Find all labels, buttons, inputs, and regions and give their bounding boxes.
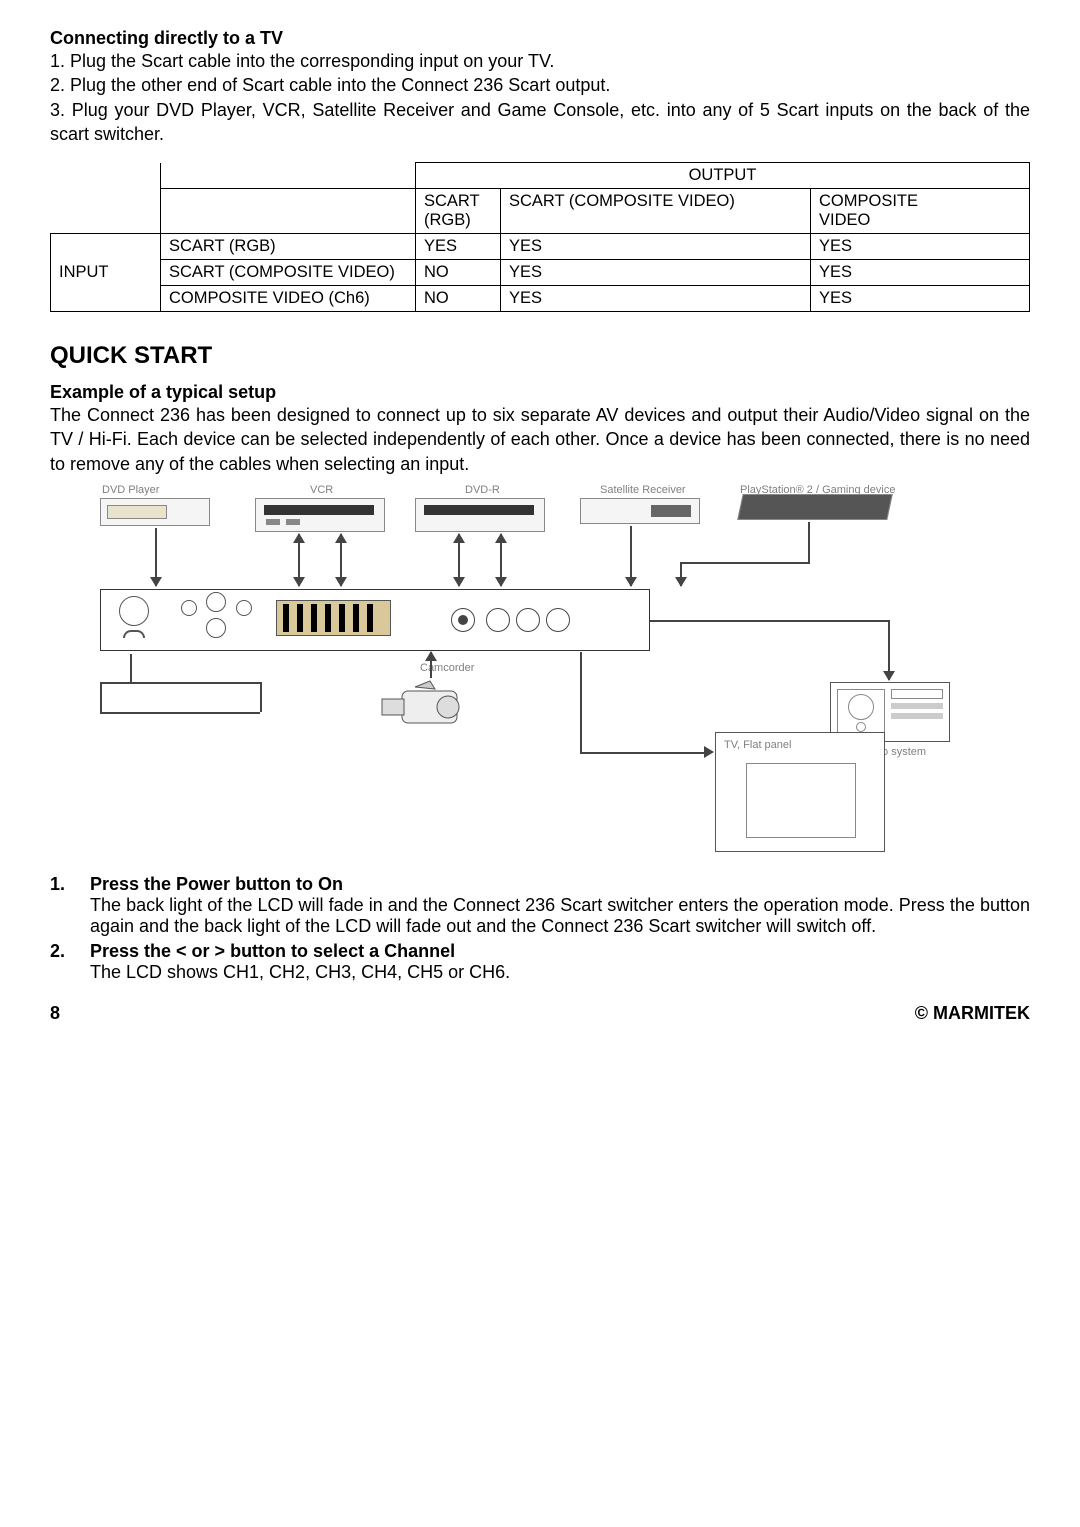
device-sat xyxy=(580,498,700,524)
arrow-dvdr-1 xyxy=(458,534,460,586)
quick-start-title: QUICK START xyxy=(50,342,1030,370)
row1-c2: YES xyxy=(501,260,811,286)
label-sat: Satellite Receiver xyxy=(600,484,686,496)
step-2-body: The LCD shows CH1, CH2, CH3, CH4, CH5 or… xyxy=(90,962,1030,983)
arrow-dvdr-2 xyxy=(500,534,502,586)
step-2-num: 2. xyxy=(50,941,65,962)
page-footer: 8 © MARMITEK xyxy=(50,1003,1030,1024)
label-tv: TV, Flat panel xyxy=(724,739,791,751)
device-dvdr xyxy=(415,498,545,532)
label-camcorder: Camcorder xyxy=(420,662,474,674)
copyright: © MARMITEK xyxy=(915,1003,1030,1024)
example-heading: Example of a typical setup xyxy=(50,382,1030,403)
device-ps2 xyxy=(737,494,893,520)
row1-c1: NO xyxy=(416,260,501,286)
connecting-step-1: 1. Plug the Scart cable into the corresp… xyxy=(50,49,1030,73)
io-compatibility-table: OUTPUT SCART (RGB) SCART (COMPOSITE VIDE… xyxy=(50,162,1030,312)
arrow-vcr-2 xyxy=(340,534,342,586)
wire-right xyxy=(650,620,890,622)
device-dvd xyxy=(100,498,210,526)
device-camcorder xyxy=(380,679,470,734)
col-scart-composite: SCART (COMPOSITE VIDEO) xyxy=(501,189,811,234)
row2-c2: YES xyxy=(501,286,811,312)
output-header: OUTPUT xyxy=(416,163,1030,189)
quick-start-steps: 1. Press the Power button to On The back… xyxy=(50,874,1030,983)
col-composite-bot: VIDEO xyxy=(819,211,1021,230)
arrow-ps2-d xyxy=(680,562,682,586)
col-composite-video: COMPOSITE VIDEO xyxy=(811,189,1030,234)
row2-c3: YES xyxy=(811,286,1030,312)
row1-label: SCART (COMPOSITE VIDEO) xyxy=(161,260,416,286)
row0-c2: YES xyxy=(501,234,811,260)
step-1-body: The back light of the LCD will fade in a… xyxy=(90,895,1030,937)
switcher-device xyxy=(100,589,650,651)
example-body: The Connect 236 has been designed to con… xyxy=(50,403,1030,476)
step-1-title: Press the Power button to On xyxy=(90,874,343,894)
input-header: INPUT xyxy=(51,234,161,312)
label-dvdr: DVD-R xyxy=(465,484,500,496)
arrow-ps2-v xyxy=(808,522,810,562)
connecting-title: Connecting directly to a TV xyxy=(50,28,1030,49)
step-2: 2. Press the < or > button to select a C… xyxy=(50,941,1030,983)
label-vcr: VCR xyxy=(310,484,333,496)
step-1-num: 1. xyxy=(50,874,65,895)
device-tv: TV, Flat panel xyxy=(715,732,885,852)
device-vcr xyxy=(255,498,385,532)
row1-c3: YES xyxy=(811,260,1030,286)
row0-label: SCART (RGB) xyxy=(161,234,416,260)
connecting-step-2: 2. Plug the other end of Scart cable int… xyxy=(50,73,1030,97)
label-dvd: DVD Player xyxy=(102,484,159,496)
step-1: 1. Press the Power button to On The back… xyxy=(50,874,1030,937)
arrow-sat xyxy=(630,526,632,586)
col-composite-top: COMPOSITE xyxy=(819,192,1021,211)
row0-c1: YES xyxy=(416,234,501,260)
arrow-ps2-h xyxy=(680,562,810,564)
arrow-dvd xyxy=(155,528,157,586)
col-scart-rgb-top: SCART xyxy=(424,192,492,211)
connecting-step-3: 3. Plug your DVD Player, VCR, Satellite … xyxy=(50,98,1030,147)
page-number: 8 xyxy=(50,1003,60,1024)
arrow-vcr-1 xyxy=(298,534,300,586)
setup-diagram: DVD Player VCR DVD-R Satellite Receiver … xyxy=(100,484,970,864)
row0-c3: YES xyxy=(811,234,1030,260)
row2-c1: NO xyxy=(416,286,501,312)
col-scart-rgb-bot: (RGB) xyxy=(424,211,492,230)
col-scart-rgb: SCART (RGB) xyxy=(416,189,501,234)
step-2-title: Press the < or > button to select a Chan… xyxy=(90,941,455,961)
row2-label: COMPOSITE VIDEO (Ch6) xyxy=(161,286,416,312)
